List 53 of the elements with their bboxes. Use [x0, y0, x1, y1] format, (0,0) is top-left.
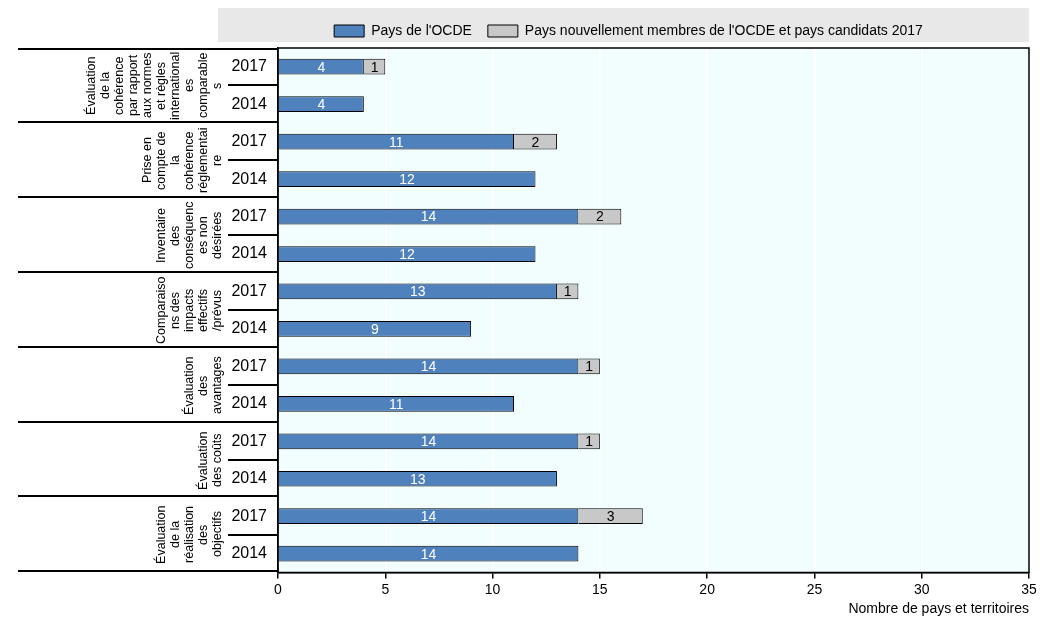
x-tick-label: 5	[381, 580, 390, 597]
data-label: 1	[585, 433, 594, 450]
data-label: 14	[420, 508, 437, 525]
data-label: 1	[563, 283, 572, 300]
y-tick-label: 2017	[231, 431, 268, 449]
x-tick-label: 10	[484, 580, 501, 597]
y-tick-label: 2017	[231, 206, 268, 224]
data-label: 11	[389, 395, 404, 412]
text: Évaluation des avantages	[182, 354, 224, 417]
y-tick-label: 2017	[231, 506, 268, 524]
legend-label: Pays de l'OCDE	[371, 21, 472, 38]
data-label: 14	[420, 433, 437, 450]
x-tick-label: 0	[274, 580, 283, 597]
data-label: 11	[389, 133, 404, 150]
x-tick-label: 15	[592, 580, 608, 597]
data-label: 13	[410, 470, 426, 487]
y-tick-label: 2014	[231, 544, 268, 562]
text: Comparaisons des impacts effectifs /prévus	[154, 275, 224, 345]
data-label: 13	[410, 283, 426, 300]
x-axis-title: Nombre de pays et territoires	[848, 600, 1029, 617]
data-label: 12	[399, 170, 416, 187]
data-label: 1	[585, 358, 594, 375]
data-label: 12	[399, 245, 416, 262]
x-tick-label: 30	[913, 580, 930, 597]
data-label: 2	[531, 133, 540, 150]
data-label: 9	[371, 320, 380, 337]
data-label: 1	[370, 58, 379, 75]
y-tick-label: 2017	[231, 356, 268, 374]
text: Prise en compte de la cohérence réglementaire	[140, 126, 224, 195]
data-label: 14	[420, 358, 437, 375]
x-tick-label: 25	[806, 580, 823, 597]
y-tick-label: 2017	[231, 57, 268, 75]
x-tick-label: 35	[1021, 580, 1037, 597]
y-tick-label: 2014	[231, 319, 268, 337]
text: Évaluation de la cohérence par rapport aux normes et règles internationales comparables	[84, 51, 224, 120]
text: Évaluation des coûts	[196, 429, 224, 492]
data-label: 3	[606, 508, 615, 525]
data-label: 2	[595, 208, 604, 225]
data-label: 14	[420, 545, 437, 562]
y-tick-label: 2014	[231, 469, 268, 487]
data-label: 4	[317, 58, 326, 75]
y-tick-label: 2014	[231, 169, 268, 187]
y-tick-label: 2017	[231, 281, 268, 299]
legend-label: Pays nouvellement membres de l'OCDE et pays candidats 2017	[524, 21, 924, 38]
y-tick-label: 2014	[231, 94, 268, 112]
text: Évaluation de la réalisation des objectifs	[154, 504, 224, 567]
text: Inventaire des conséquences non désirées	[154, 200, 224, 270]
data-label: 14	[420, 208, 437, 225]
y-tick-label: 2017	[231, 132, 268, 150]
y-tick-label: 2014	[231, 244, 268, 262]
y-tick-label: 2014	[231, 394, 268, 412]
x-tick-label: 20	[699, 580, 716, 597]
data-label: 4	[317, 96, 326, 113]
